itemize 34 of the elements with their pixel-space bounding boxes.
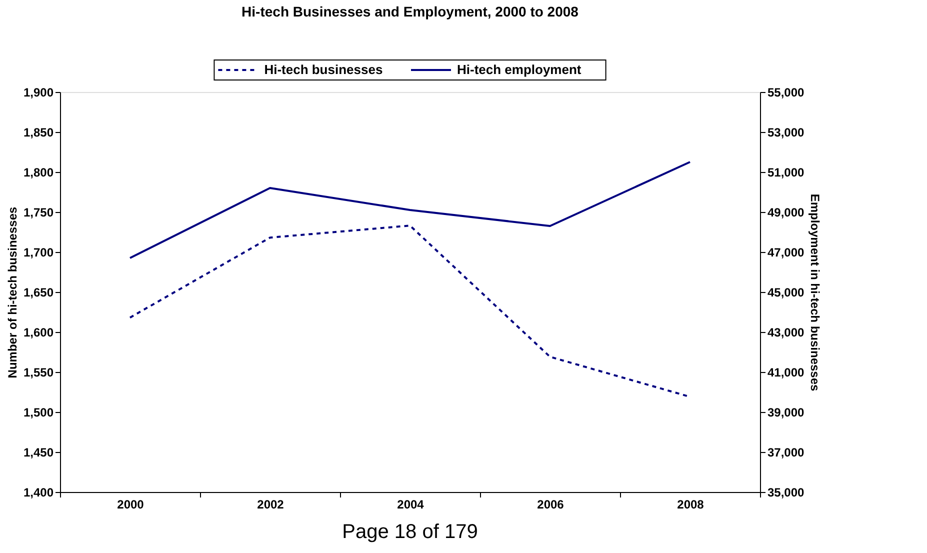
y-tick-label: 1,450 [23,446,54,460]
y2-tick-label: 39,000 [768,406,805,420]
y2-axis-title: Employment in hi-tech businesses [808,194,822,392]
y2-tick-label: 41,000 [768,366,805,380]
x-tick-label: 2002 [257,498,284,512]
y2-tick-label: 47,000 [768,246,805,260]
y2-tick-label: 45,000 [768,286,805,300]
y-tick-label: 1,750 [23,206,54,220]
x-tick-label: 2004 [397,498,424,512]
legend-label: Hi-tech employment [457,62,582,77]
text: Page 18 of 179 [342,521,478,543]
y-tick-label: 1,550 [23,366,54,380]
legend-label: Hi-tech businesses [264,62,383,77]
y-tick-label: 1,800 [23,166,54,180]
x-tick-label: 2000 [117,498,144,512]
line-series [129,161,691,259]
y-tick-label: 1,650 [23,286,54,300]
y2-tick-label: 35,000 [768,486,805,500]
y-tick-label: 1,500 [23,406,54,420]
y2-tick-label: 43,000 [768,326,805,340]
chart-title: Hi-tech Businesses and Employment, 2000 to 2008 [242,4,579,20]
y-axis-title: Number of hi-tech businesses [5,206,20,378]
y2-tick-label: 51,000 [768,166,805,180]
y2-tick-label: 49,000 [768,206,805,220]
y-tick-label: 1,850 [23,126,54,140]
y-tick-label: 1,600 [23,326,54,340]
x-tick-label: 2006 [537,498,564,512]
y-tick-label: 1,700 [23,246,54,260]
y2-tick-label: 53,000 [768,126,805,140]
y-tick-label: 1,900 [23,86,54,100]
y-tick-label: 1,400 [23,486,54,500]
x-tick-label: 2008 [677,498,704,512]
y2-tick-label: 37,000 [768,446,805,460]
y2-tick-label: 55,000 [768,86,805,100]
